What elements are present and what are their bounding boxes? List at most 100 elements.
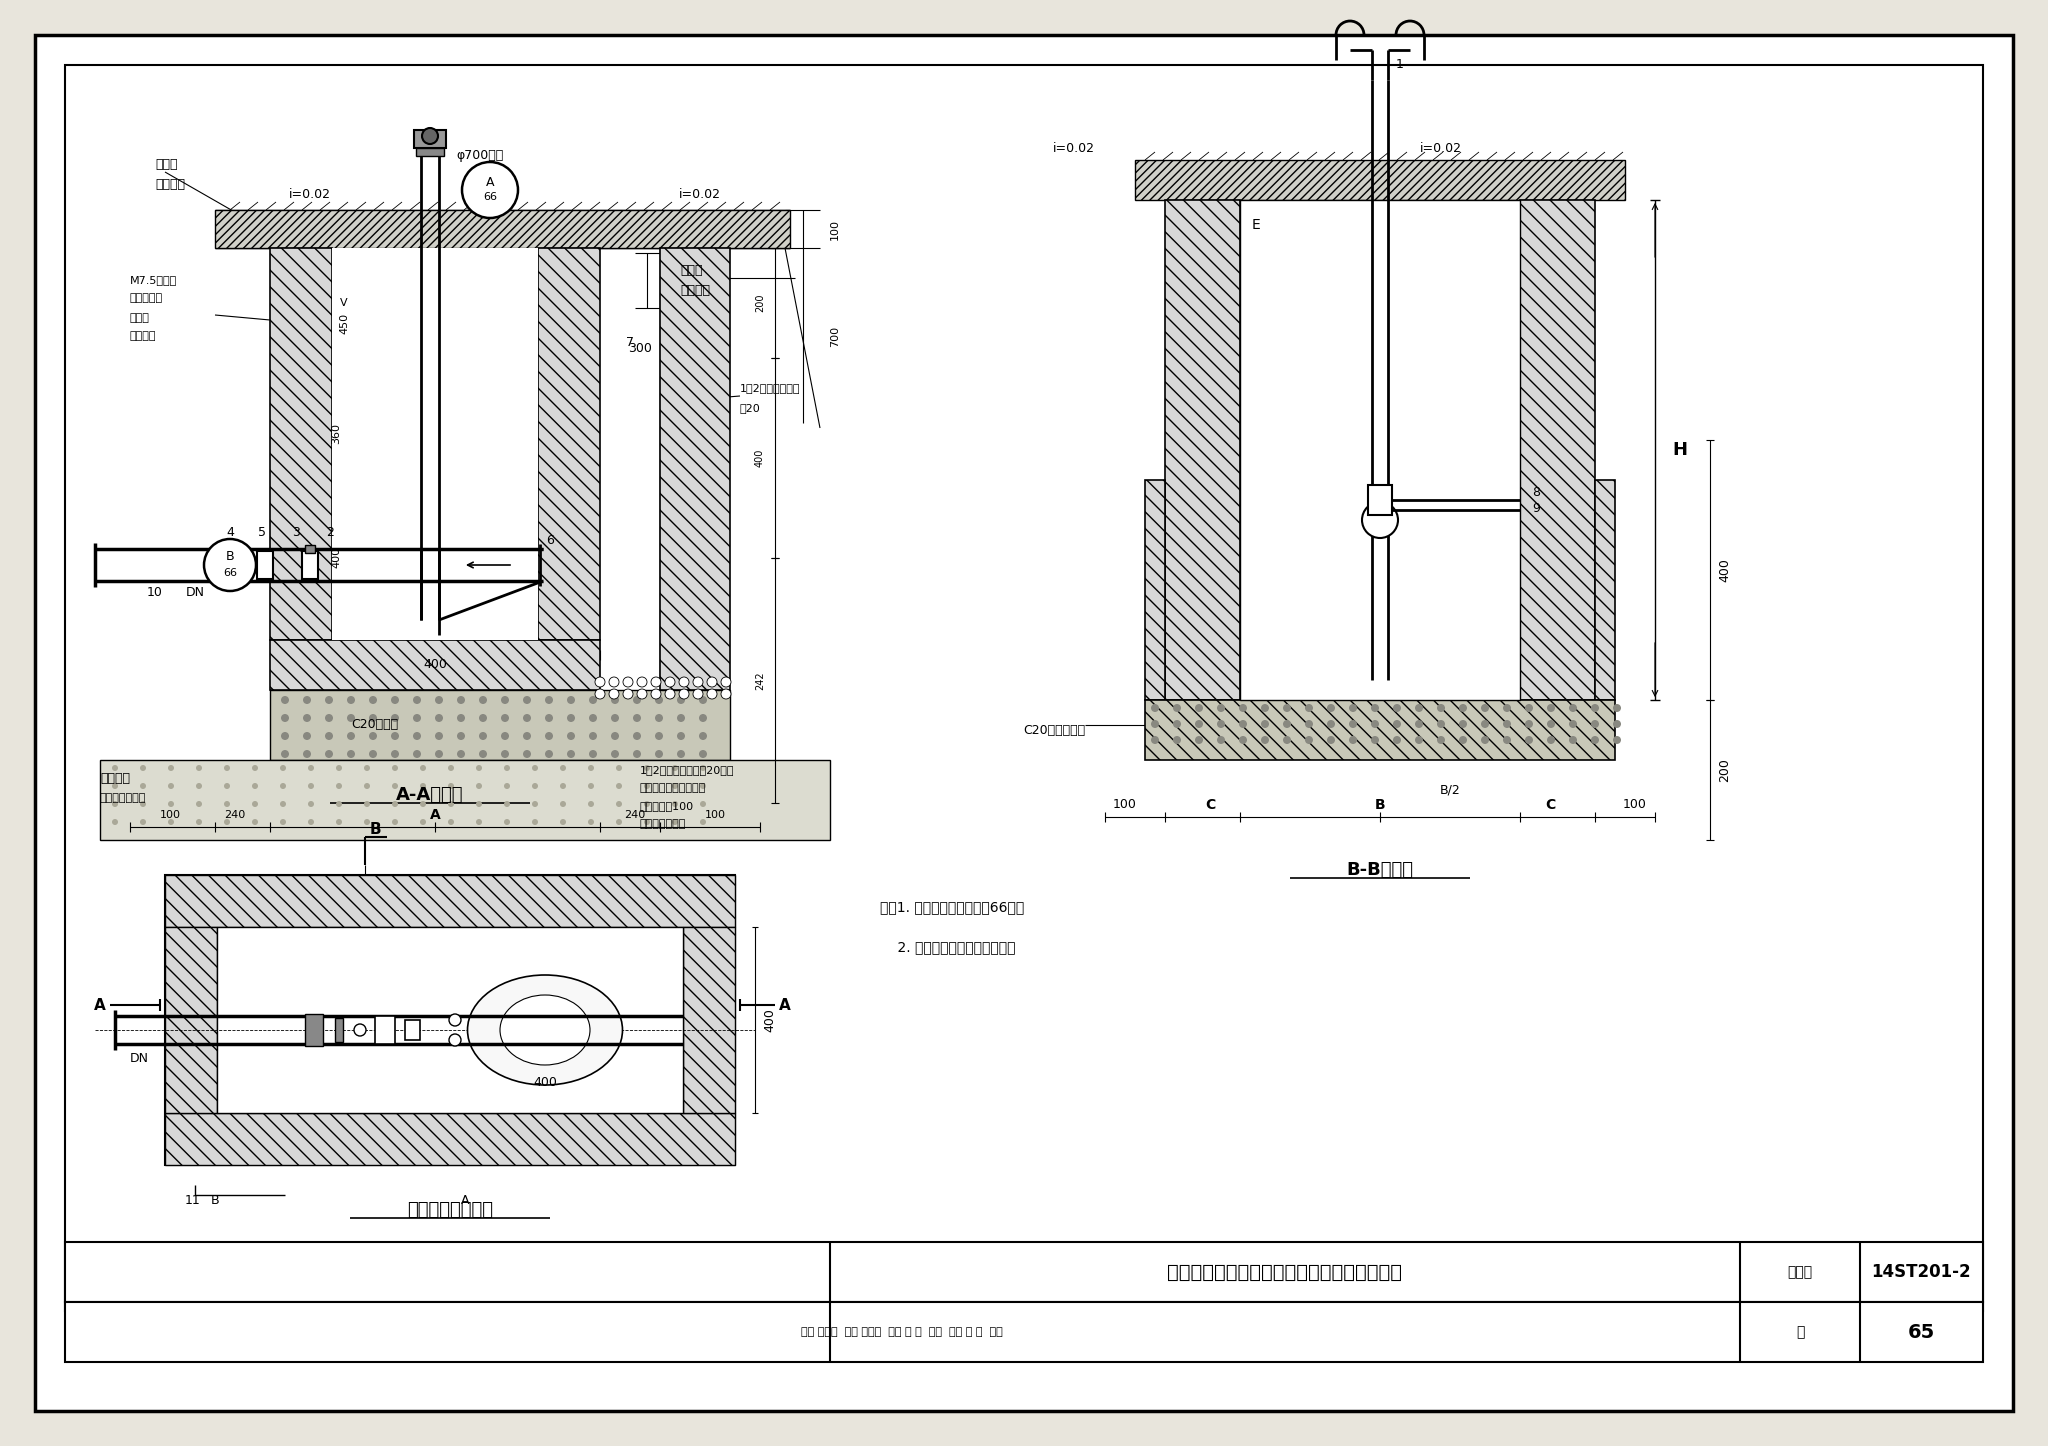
Circle shape [1569, 736, 1577, 745]
Circle shape [475, 801, 481, 807]
Bar [375, 1017, 395, 1044]
Bar [1595, 480, 1616, 700]
Circle shape [655, 696, 664, 704]
Text: 10: 10 [147, 587, 164, 600]
Circle shape [1481, 720, 1489, 727]
Bar [66, 65, 1982, 1312]
Circle shape [1370, 704, 1378, 711]
Circle shape [457, 750, 465, 758]
Circle shape [1194, 736, 1202, 745]
Circle shape [463, 162, 518, 218]
Text: C20混凝土: C20混凝土 [352, 719, 399, 732]
Circle shape [205, 539, 256, 591]
Circle shape [532, 765, 539, 771]
Circle shape [252, 782, 258, 790]
Circle shape [281, 801, 287, 807]
Text: 360: 360 [332, 424, 342, 444]
Text: 100: 100 [1624, 798, 1647, 811]
Circle shape [252, 801, 258, 807]
Circle shape [420, 782, 426, 790]
Circle shape [1591, 720, 1599, 727]
Text: 水泵接合器平面图: 水泵接合器平面图 [408, 1202, 494, 1219]
Text: 相关图集: 相关图集 [680, 283, 711, 296]
Bar [256, 551, 272, 578]
Circle shape [197, 801, 203, 807]
Circle shape [434, 732, 442, 740]
Circle shape [223, 782, 229, 790]
Text: 65: 65 [1907, 1323, 1935, 1342]
Text: DN: DN [129, 1051, 150, 1064]
Circle shape [1217, 736, 1225, 745]
Circle shape [1151, 704, 1159, 711]
Circle shape [588, 818, 594, 826]
Circle shape [449, 782, 455, 790]
Circle shape [532, 782, 539, 790]
Circle shape [590, 732, 598, 740]
Circle shape [1438, 704, 1446, 711]
Circle shape [326, 732, 334, 740]
Text: 66: 66 [223, 568, 238, 578]
Circle shape [391, 750, 399, 758]
Circle shape [434, 714, 442, 722]
Text: 4: 4 [225, 526, 233, 539]
Circle shape [1151, 720, 1159, 727]
Circle shape [666, 677, 676, 687]
Bar [166, 927, 217, 1113]
Circle shape [633, 696, 641, 704]
Text: 11: 11 [184, 1193, 201, 1206]
Text: 2. 此图按顶面不过汽车编制。: 2. 此图按顶面不过汽车编制。 [881, 940, 1016, 954]
Circle shape [522, 696, 530, 704]
Circle shape [223, 765, 229, 771]
Bar [1165, 200, 1239, 700]
Circle shape [672, 818, 678, 826]
Circle shape [588, 782, 594, 790]
Circle shape [1327, 704, 1335, 711]
Circle shape [1458, 720, 1466, 727]
Circle shape [365, 818, 371, 826]
Text: i=0.02: i=0.02 [1419, 142, 1462, 155]
Circle shape [692, 688, 702, 698]
Circle shape [700, 818, 707, 826]
Circle shape [1458, 736, 1466, 745]
Circle shape [522, 732, 530, 740]
Bar [1368, 484, 1393, 515]
Text: 1：2防水砂浆抹面: 1：2防水砂浆抹面 [739, 383, 801, 393]
Bar [332, 249, 539, 641]
Circle shape [252, 765, 258, 771]
Text: 14ST201-2: 14ST201-2 [1872, 1262, 1970, 1281]
Text: 地上式消防水泵接合器安装（顶面不过汽车）: 地上式消防水泵接合器安装（顶面不过汽车） [1167, 1262, 1403, 1281]
Bar [659, 249, 729, 690]
Circle shape [336, 765, 342, 771]
Text: i=0.02: i=0.02 [289, 188, 332, 201]
Circle shape [391, 696, 399, 704]
Circle shape [1350, 720, 1358, 727]
Circle shape [643, 818, 649, 826]
Circle shape [545, 696, 553, 704]
Circle shape [678, 696, 684, 704]
Circle shape [610, 750, 618, 758]
Text: 3: 3 [293, 526, 299, 539]
Circle shape [307, 801, 313, 807]
Text: C: C [1544, 798, 1554, 813]
Circle shape [590, 714, 598, 722]
Text: DN: DN [186, 587, 205, 600]
Circle shape [655, 732, 664, 740]
Text: C: C [1204, 798, 1214, 813]
Circle shape [643, 801, 649, 807]
Text: 240: 240 [225, 810, 246, 820]
Text: 400: 400 [764, 1008, 776, 1032]
Circle shape [1393, 704, 1401, 711]
Circle shape [475, 765, 481, 771]
Circle shape [139, 782, 145, 790]
Circle shape [1546, 704, 1554, 711]
Circle shape [168, 782, 174, 790]
Circle shape [1393, 720, 1401, 727]
Circle shape [1239, 704, 1247, 711]
Circle shape [1481, 736, 1489, 745]
Circle shape [672, 782, 678, 790]
Text: M7.5水泥砂: M7.5水泥砂 [129, 275, 178, 285]
Circle shape [1350, 736, 1358, 745]
Circle shape [567, 696, 575, 704]
Circle shape [1151, 736, 1159, 745]
Circle shape [608, 688, 618, 698]
